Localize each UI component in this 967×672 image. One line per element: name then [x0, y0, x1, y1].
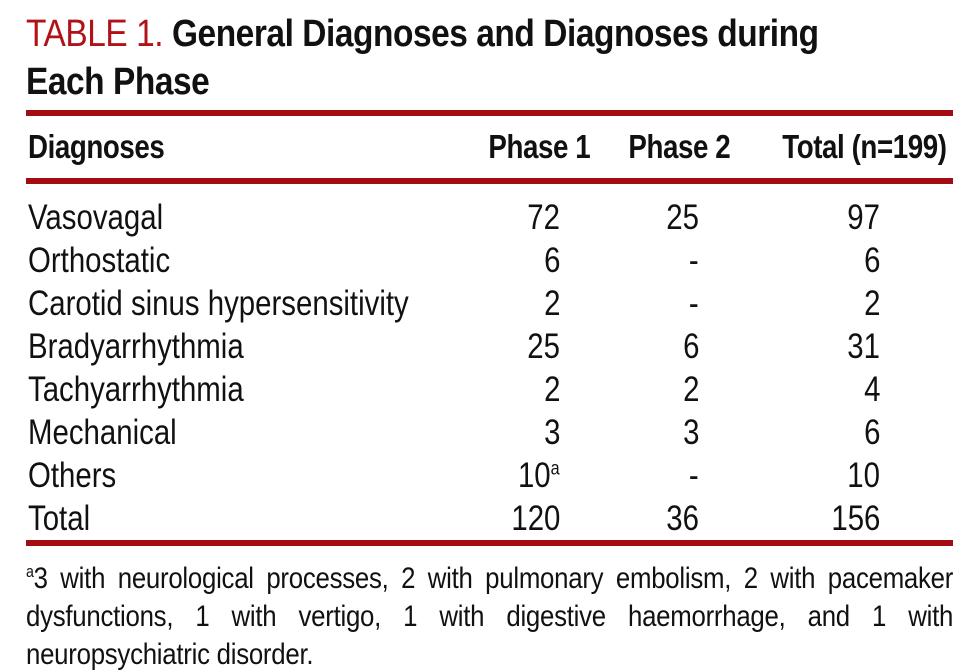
table-title-line2: Each Phase [26, 61, 210, 103]
header-rule [26, 178, 953, 184]
diagnosis-cell: Total [28, 499, 91, 538]
phase1-cell: 2 [543, 284, 560, 323]
phase2-cell: 2 [682, 370, 699, 409]
diagnoses-table: Diagnoses Phase 1 Phase 2 Total (n=199) [26, 116, 953, 178]
diagnosis-cell: Others [28, 456, 117, 495]
bottom-rule [26, 540, 953, 546]
phase1-cell: 6 [543, 241, 560, 280]
phase1-cell: 25 [527, 327, 560, 366]
column-header-total: Total (n=199) [782, 128, 948, 165]
footnote-text: 3 with neurological processes, 2 with pu… [26, 562, 954, 671]
header-row: Diagnoses Phase 1 Phase 2 Total (n=199) [26, 116, 953, 178]
paper-table-page: TABLE 1. General Diagnoses and Diagnoses… [26, 0, 953, 672]
total-cell: 10 [847, 456, 880, 495]
phase2-cell: 6 [682, 327, 699, 366]
diagnoses-table-body: Vasovagal 72 25 97 Orthostatic 6 - 6 Car… [26, 184, 953, 540]
total-cell: 97 [847, 198, 880, 237]
phase2-cell: - [689, 241, 699, 280]
diagnosis-cell: Vasovagal [28, 198, 164, 237]
table-footnote: a3 with neurological processes, 2 with p… [26, 560, 953, 672]
column-header-diagnoses: Diagnoses [28, 128, 165, 165]
table-title: TABLE 1. General Diagnoses and Diagnoses… [26, 10, 953, 106]
total-cell: 156 [830, 499, 880, 538]
table-row: Mechanical 3 3 6 [26, 411, 953, 454]
total-cell: 2 [863, 284, 880, 323]
table-row: Others 10a - 10 [26, 454, 953, 497]
footnote-marker: a [26, 563, 34, 581]
column-header-phase2: Phase 2 [628, 128, 730, 165]
diagnosis-cell: Bradyarrhythmia [28, 327, 244, 366]
table-row-total: Total 120 36 156 [26, 497, 953, 540]
total-cell: 6 [863, 241, 880, 280]
phase2-cell: 36 [666, 499, 699, 538]
table-row: Orthostatic 6 - 6 [26, 239, 953, 282]
diagnosis-cell: Carotid sinus hypersensitivity [28, 284, 409, 323]
table-title-line1: TABLE 1. General Diagnoses and Diagnoses… [26, 10, 953, 58]
diagnosis-cell: Tachyarrhythmia [28, 370, 244, 409]
table-row: Vasovagal 72 25 97 [26, 184, 953, 239]
phase1-cell: 2 [543, 370, 560, 409]
diagnosis-cell: Orthostatic [28, 241, 171, 280]
table-title-text: General Diagnoses and Diagnoses during [171, 13, 819, 55]
top-rule [26, 110, 953, 116]
table-row: Tachyarrhythmia 2 2 4 [26, 368, 953, 411]
table-row: Bradyarrhythmia 25 6 31 [26, 325, 953, 368]
table-row: Carotid sinus hypersensitivity 2 - 2 [26, 282, 953, 325]
phase2-cell: 3 [682, 413, 699, 452]
table-number-label: TABLE 1. [26, 13, 164, 55]
total-cell: 6 [863, 413, 880, 452]
phase1-cell: 10a [466, 454, 590, 497]
column-header-phase1: Phase 1 [488, 128, 590, 165]
diagnosis-cell: Mechanical [28, 413, 177, 452]
total-cell: 4 [863, 370, 880, 409]
total-cell: 31 [847, 327, 880, 366]
phase1-cell: 3 [543, 413, 560, 452]
footnote-marker-superscript: a [550, 458, 560, 480]
phase2-cell: - [689, 456, 699, 495]
phase2-cell: - [689, 284, 699, 323]
phase2-cell: 25 [666, 198, 699, 237]
phase1-cell: 120 [510, 499, 560, 538]
phase1-value: 10 [518, 456, 551, 495]
phase1-cell: 72 [527, 198, 560, 237]
